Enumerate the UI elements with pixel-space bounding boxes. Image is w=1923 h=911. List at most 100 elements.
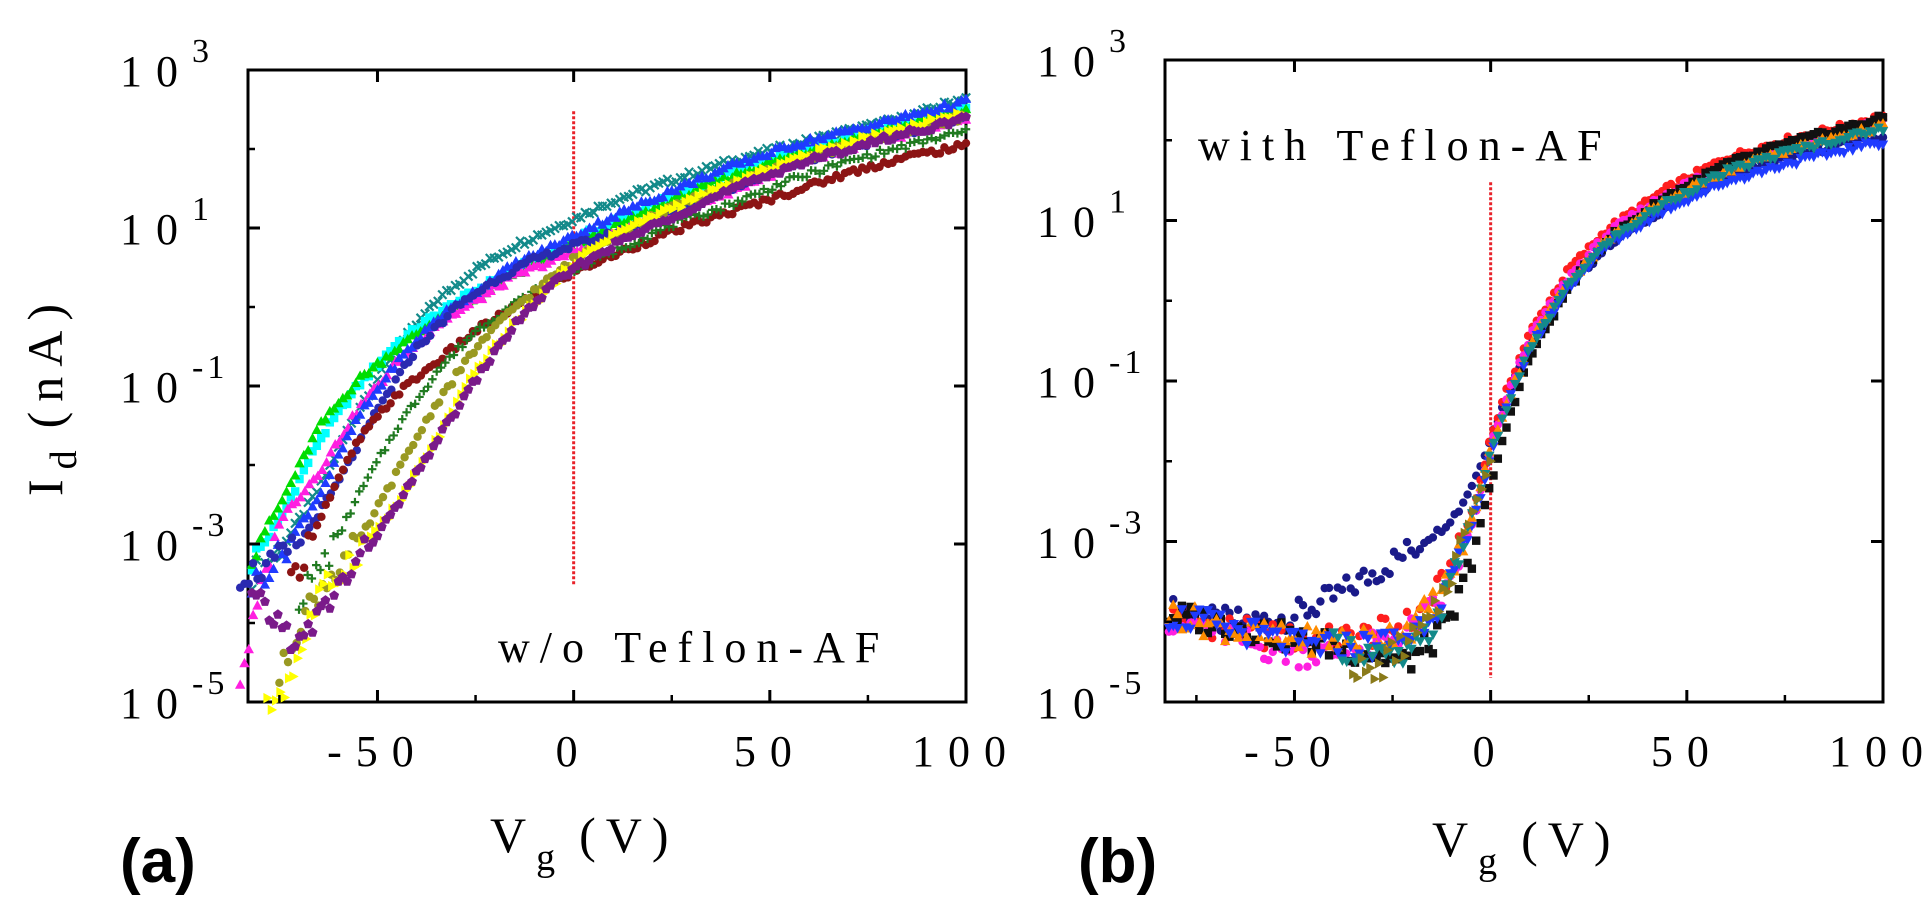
data-point — [287, 533, 297, 542]
data-point — [295, 492, 306, 502]
data-point — [780, 149, 789, 159]
data-point — [469, 348, 478, 358]
x-tick-label: 100 — [912, 727, 1020, 776]
data-point — [264, 572, 275, 583]
data-point — [1683, 197, 1694, 208]
data-point — [464, 288, 473, 297]
data-point — [1644, 217, 1655, 228]
data-point — [333, 397, 344, 408]
data-point — [1848, 119, 1857, 129]
data-point — [1427, 586, 1439, 596]
data-point — [1428, 649, 1438, 658]
data-point — [1518, 361, 1529, 372]
data-point — [307, 501, 318, 511]
data-point — [255, 587, 266, 598]
data-point — [1241, 631, 1253, 642]
y-tick-label-exponent: 1 — [1109, 184, 1130, 221]
data-point — [333, 449, 344, 459]
data-point — [763, 187, 773, 197]
panel-a-xlabel-unit: (V) — [579, 807, 678, 863]
data-point — [692, 173, 703, 183]
y-tick-label-exponent: 3 — [1109, 23, 1130, 60]
data-point — [387, 481, 396, 490]
data-point — [347, 449, 356, 458]
data-point — [443, 312, 452, 321]
data-point — [815, 169, 824, 178]
panel-a-ylabel-unit: (nA) — [17, 294, 73, 428]
y-tick-label-exponent: -1 — [192, 349, 228, 386]
data-point — [1415, 646, 1425, 656]
data-point — [303, 570, 312, 580]
data-point — [373, 412, 382, 421]
data-point — [280, 692, 291, 703]
data-point — [623, 205, 634, 216]
data-point — [712, 204, 721, 214]
data-point — [1447, 578, 1458, 589]
data-point — [319, 578, 329, 590]
data-point — [1176, 605, 1188, 615]
data-point — [329, 413, 339, 423]
data-point — [244, 579, 253, 588]
data-point — [366, 531, 377, 542]
data-point — [272, 609, 283, 619]
data-point — [350, 414, 361, 424]
data-point — [1189, 611, 1201, 622]
data-point — [1818, 128, 1827, 137]
data-point — [256, 542, 265, 551]
data-point — [1357, 653, 1368, 664]
data-point — [297, 644, 308, 655]
data-point — [755, 189, 764, 199]
data-point — [1428, 533, 1438, 542]
data-point — [643, 234, 652, 244]
y-tick-label: 103 — [120, 33, 213, 96]
data-point — [1454, 507, 1464, 516]
data-point — [939, 98, 950, 109]
data-point — [1769, 154, 1781, 165]
data-point — [1861, 120, 1870, 129]
data-point — [324, 603, 335, 613]
data-point — [324, 469, 336, 480]
data-point — [1264, 656, 1273, 665]
data-point — [871, 152, 880, 161]
data-point — [341, 430, 353, 441]
data-point — [824, 161, 833, 170]
data-point — [321, 500, 330, 509]
data-point — [400, 453, 409, 462]
x-tick-label: -50 — [327, 727, 428, 776]
data-point — [1241, 641, 1253, 651]
data-point — [346, 509, 355, 518]
data-point — [1674, 194, 1685, 204]
data-point — [463, 384, 474, 394]
data-point — [328, 403, 340, 413]
data-point — [378, 492, 388, 502]
panel-a-xlabel: V — [490, 807, 536, 863]
panel-a-ylabel: I — [17, 469, 73, 496]
data-point — [1268, 638, 1277, 648]
data-point — [432, 367, 441, 376]
data-point — [385, 435, 394, 445]
data-point — [510, 242, 521, 253]
data-point — [1622, 230, 1633, 240]
data-point — [1701, 168, 1710, 178]
data-point — [1397, 659, 1409, 669]
data-point — [395, 390, 404, 399]
data-point — [1480, 500, 1490, 510]
data-point — [1652, 205, 1664, 215]
data-point — [1281, 657, 1290, 667]
data-point — [1290, 613, 1299, 622]
x-tick-label: -50 — [1244, 727, 1345, 776]
data-point — [376, 521, 387, 532]
data-point — [1259, 611, 1269, 620]
data-point — [630, 239, 639, 249]
data-point — [419, 324, 431, 334]
panel-a-ylabel-sub: d — [43, 440, 85, 469]
data-point — [299, 485, 311, 496]
y-tick-label-base: 10 — [1037, 358, 1109, 407]
data-point — [828, 159, 837, 169]
data-point — [1515, 382, 1524, 392]
data-point — [273, 519, 285, 529]
data-point — [1506, 407, 1516, 416]
data-point — [1345, 642, 1356, 653]
data-point — [1467, 481, 1477, 491]
data-point — [1370, 673, 1380, 685]
